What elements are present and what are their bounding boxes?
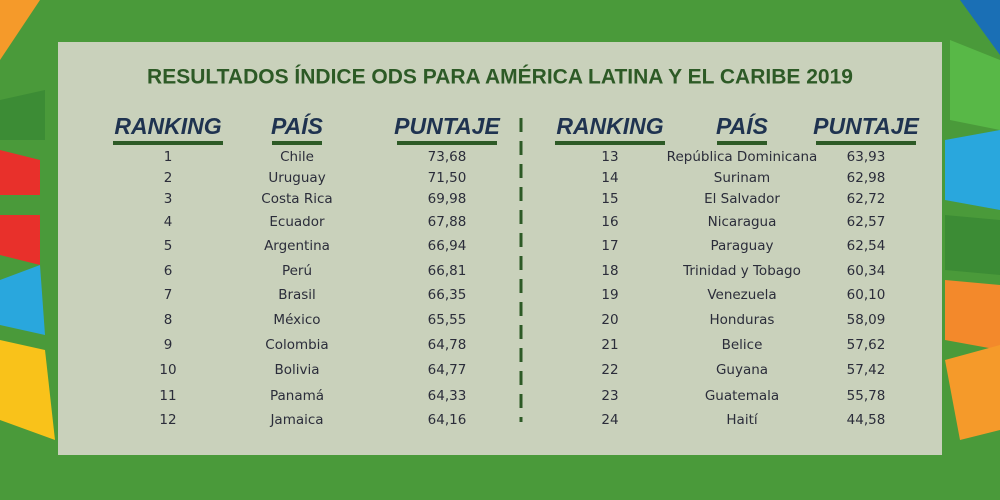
column-header: PUNTAJE	[813, 113, 919, 139]
table-cell: 7	[164, 287, 173, 303]
header-underline	[272, 141, 322, 145]
table-cell: 62,57	[847, 214, 886, 230]
table-cell: 55,78	[847, 388, 886, 404]
table-cell: El Salvador	[704, 191, 780, 207]
table-cell: Chile	[280, 149, 314, 165]
table-cell: 67,88	[428, 214, 467, 230]
table-cell: 64,78	[428, 337, 467, 353]
column-header: RANKING	[114, 113, 221, 139]
table-cell: Uruguay	[268, 170, 325, 186]
table-cell: Costa Rica	[261, 191, 332, 207]
table-cell: 6	[164, 263, 173, 279]
table-cell: 15	[601, 191, 618, 207]
column-header: RANKING	[556, 113, 663, 139]
table-cell: 57,42	[847, 362, 886, 378]
table-cell: 71,50	[428, 170, 467, 186]
table-cell: Argentina	[264, 238, 330, 254]
table-cell: 2	[164, 170, 173, 186]
table-cell: 21	[601, 337, 618, 353]
table-cell: Guyana	[716, 362, 768, 378]
table-cell: 4	[164, 214, 173, 230]
table-cell: México	[273, 312, 320, 328]
column-header: PAÍS	[271, 112, 324, 139]
column-header: PAÍS	[716, 112, 769, 139]
table-cell: 58,09	[847, 312, 886, 328]
table-cell: 18	[601, 263, 618, 279]
header-underline	[717, 141, 767, 145]
table-cell: 60,10	[847, 287, 886, 303]
table-cell: 62,98	[847, 170, 886, 186]
tables: RANKING PAÍS PUNTAJE 1 Chile 73,68 2 Uruguay 71,…	[113, 112, 919, 428]
table-cell: Brasil	[278, 287, 316, 303]
table-cell: 57,62	[847, 337, 886, 353]
table-cell: Colombia	[265, 337, 328, 353]
decor-right	[945, 0, 1000, 440]
table-cell: Panamá	[270, 388, 324, 404]
table-cell: 66,81	[428, 263, 467, 279]
table-cell: Trinidad y Tobago	[682, 263, 801, 279]
table-cell: 65,55	[428, 312, 467, 328]
table-cell: Ecuador	[269, 214, 325, 230]
table-cell: República Dominicana	[667, 149, 818, 165]
table-cell: 62,72	[847, 191, 886, 207]
table-cell: 17	[601, 238, 618, 254]
table-cell: 66,94	[428, 238, 467, 254]
table-cell: Belice	[722, 337, 763, 353]
table-cell: Jamaica	[269, 412, 323, 428]
panel	[58, 42, 942, 455]
table-cell: Paraguay	[710, 238, 773, 254]
table-cell: 66,35	[428, 287, 467, 303]
table-cell: 63,93	[847, 149, 886, 165]
decor-left	[0, 0, 55, 440]
table-cell: 9	[164, 337, 173, 353]
table-cell: Honduras	[710, 312, 775, 328]
table-cell: Guatemala	[705, 388, 779, 404]
table-cell: 60,34	[847, 263, 886, 279]
table-cell: 20	[601, 312, 618, 328]
table-cell: 62,54	[847, 238, 886, 254]
table-cell: 64,33	[428, 388, 467, 404]
table-cell: Nicaragua	[708, 214, 777, 230]
table-cell: 16	[601, 214, 618, 230]
table-cell: 64,16	[428, 412, 467, 428]
header-underline	[397, 141, 497, 145]
table-cell: 5	[164, 238, 173, 254]
table-cell: Perú	[282, 263, 312, 279]
table-cell: 22	[601, 362, 618, 378]
table-cell: 19	[601, 287, 618, 303]
table-cell: Venezuela	[707, 287, 776, 303]
table-cell: Bolivia	[274, 362, 319, 378]
table-cell: 10	[159, 362, 176, 378]
title: RESULTADOS ÍNDICE ODS PARA AMÉRICA LATIN…	[147, 66, 853, 89]
header-underline	[816, 141, 916, 145]
table-cell: 44,58	[847, 412, 886, 428]
table-cell: 13	[601, 149, 618, 165]
table-cell: 3	[164, 191, 173, 207]
table-cell: 64,77	[428, 362, 467, 378]
table-cell: 24	[601, 412, 618, 428]
header-underline	[555, 141, 665, 145]
table-cell: Haití	[726, 412, 758, 428]
table-cell: 14	[601, 170, 618, 186]
table-cell: 69,98	[428, 191, 467, 207]
table-cell: 1	[164, 149, 173, 165]
header-underline	[113, 141, 223, 145]
table-cell: 11	[159, 388, 176, 404]
table-cell: 73,68	[428, 149, 467, 165]
table-cell: 8	[164, 312, 173, 328]
table-cell: 12	[159, 412, 176, 428]
table-cell: 23	[601, 388, 618, 404]
column-header: PUNTAJE	[394, 113, 500, 139]
table-cell: Surinam	[714, 170, 770, 186]
